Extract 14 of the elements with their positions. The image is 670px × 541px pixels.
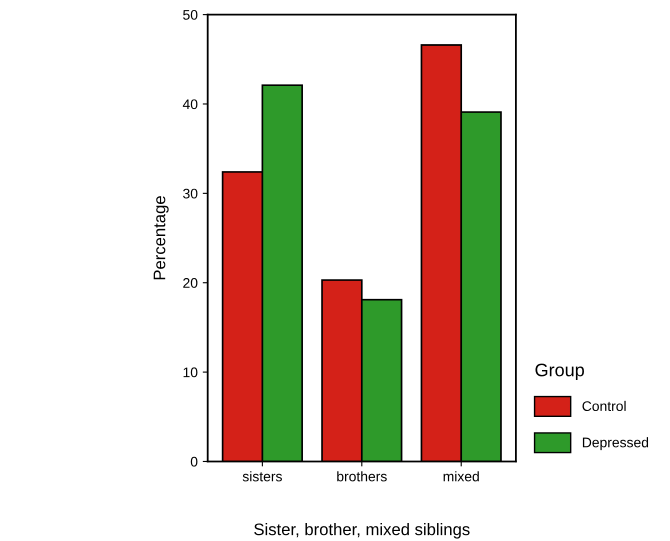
x-axis-title: Sister, brother, mixed siblings <box>254 523 470 539</box>
y-tick-label: 30 <box>183 188 198 199</box>
x-tick-label: brothers <box>337 471 387 482</box>
legend-label: Depressed <box>582 437 648 450</box>
legend-title: Group <box>535 364 584 380</box>
legend-label: Control <box>582 400 626 412</box>
x-tick-label: mixed <box>444 471 479 482</box>
y-tick-label: 40 <box>182 99 198 110</box>
y-tick-label: 10 <box>184 367 198 378</box>
y-axis-title: Percentage <box>154 196 169 280</box>
x-tick-label: sisters <box>242 471 282 482</box>
y-tick-label: 0 <box>190 456 198 467</box>
y-tick-label: 50 <box>183 10 198 20</box>
y-tick-label: 20 <box>183 278 198 288</box>
